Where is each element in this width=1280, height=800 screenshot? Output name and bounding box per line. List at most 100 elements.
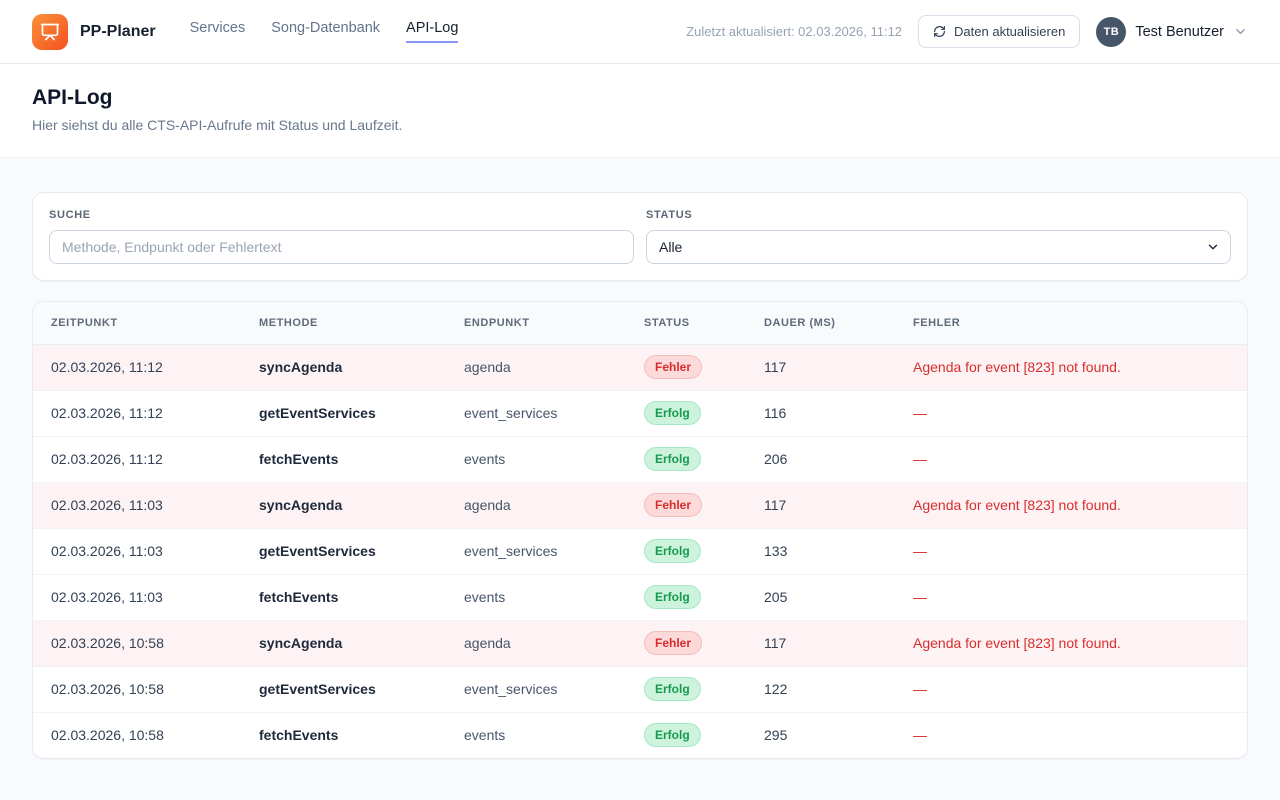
table-header-row: ZEITPUNKT METHODE ENDPUNKT STATUS DAUER (MS)… xyxy=(33,302,1247,345)
cell-error: — xyxy=(913,589,927,605)
cell-timestamp: 02.03.2026, 11:12 xyxy=(51,405,163,421)
main-nav: Services Song-Datenbank API-Log xyxy=(190,20,459,43)
cell-timestamp: 02.03.2026, 10:58 xyxy=(51,727,164,744)
topbar-right: Zuletzt aktualisiert: 02.03.2026, 11:12 … xyxy=(686,15,1248,48)
cell-method: fetchEvents xyxy=(259,589,339,605)
column-header: DAUER (MS) xyxy=(764,302,913,345)
status-select-wrap: Alle xyxy=(646,230,1231,264)
table-row: 02.03.2026, 11:12 fetchEvents events Erfolg… xyxy=(33,436,1247,482)
refresh-button-label: Daten aktualisieren xyxy=(954,24,1066,39)
page-subtitle: Hier siehst du alle CTS-API-Aufrufe mit … xyxy=(32,117,403,133)
status-badge: Fehler xyxy=(644,493,703,517)
cell-error: — xyxy=(913,727,927,744)
cell-error: — xyxy=(913,543,927,559)
cell-method: getEventServices xyxy=(259,681,376,697)
chevron-down-icon xyxy=(1233,24,1248,39)
table-row: 02.03.2026, 11:12 getEventServices event_s… xyxy=(33,390,1247,436)
cell-method: getEventServices xyxy=(259,543,376,559)
cell-duration: 122 xyxy=(764,681,788,697)
brand-name: PP-Planer xyxy=(80,22,156,40)
cell-timestamp: 02.03.2026, 11:03 xyxy=(51,543,163,559)
status-badge: Erfolg xyxy=(644,539,701,563)
avatar: TB xyxy=(1096,16,1127,47)
cell-status: Fehler xyxy=(644,482,764,528)
user-menu[interactable]: TB Test Benutzer xyxy=(1096,16,1248,47)
table-row: 02.03.2026, 11:03 getEventServices event_s… xyxy=(33,528,1247,574)
cell-duration: 117 xyxy=(764,635,787,651)
cell-method: fetchEvents xyxy=(259,451,339,467)
cell-method: syncAgenda xyxy=(259,359,343,375)
status-badge: Erfolg xyxy=(644,677,701,701)
refresh-icon xyxy=(933,25,946,38)
presentation-icon xyxy=(40,22,60,42)
cell-timestamp: 02.03.2026, 11:12 xyxy=(51,451,163,467)
cell-endpoint: events xyxy=(464,451,506,467)
nav-item-services[interactable]: Services xyxy=(189,20,246,36)
cell-duration: 117 xyxy=(764,497,787,513)
status-badge: Erfolg xyxy=(644,401,701,425)
cell-duration: 133 xyxy=(764,543,788,559)
page-title: API-Log xyxy=(32,86,113,109)
cell-endpoint: event_services xyxy=(464,405,558,421)
cell-endpoint: events xyxy=(464,727,506,744)
cell-method: getEventServices xyxy=(259,405,376,421)
search-label: SUCHE xyxy=(49,209,91,221)
table-head: ZEITPUNKT METHODE ENDPUNKT STATUS DAUER (MS)… xyxy=(33,302,1247,345)
cell-timestamp: 02.03.2026, 10:58 xyxy=(51,681,164,697)
cell-error: Agenda for event [823] not found. xyxy=(913,635,1121,651)
search-input[interactable] xyxy=(49,230,634,264)
refresh-data-button[interactable]: Daten aktualisieren xyxy=(918,15,1081,48)
column-header: ENDPUNKT xyxy=(464,302,644,345)
cell-status: Erfolg xyxy=(644,528,764,574)
cell-status: Fehler xyxy=(644,344,764,390)
cell-status: Erfolg xyxy=(644,712,764,758)
table-row: 02.03.2026, 11:12 syncAgenda agenda Fehler 1… xyxy=(33,344,1247,390)
column-header: METHODE xyxy=(259,302,464,345)
cell-duration: 206 xyxy=(764,451,788,467)
cell-endpoint: agenda xyxy=(464,635,511,651)
cell-method: fetchEvents xyxy=(259,727,339,744)
cell-timestamp: 02.03.2026, 11:03 xyxy=(51,497,163,513)
cell-duration: 117 xyxy=(764,359,787,375)
cell-endpoint: events xyxy=(464,589,506,605)
cell-error: Agenda for event [823] not found. xyxy=(913,359,1121,375)
cell-status: Erfolg xyxy=(644,436,764,482)
api-log-table-card: ZEITPUNKT METHODE ENDPUNKT STATUS DAUER (MS)… xyxy=(32,301,1248,759)
column-header: FEHLER xyxy=(913,302,1247,345)
cell-timestamp: 02.03.2026, 10:58 xyxy=(51,635,164,651)
cell-error: Agenda for event [823] not found. xyxy=(913,497,1121,513)
table-row: 02.03.2026, 10:58 syncAgenda agenda Fehler 1… xyxy=(33,620,1247,666)
table-row: 02.03.2026, 10:58 getEventServices event_s… xyxy=(33,666,1247,712)
cell-error: — xyxy=(913,451,927,467)
cell-status: Erfolg xyxy=(644,666,764,712)
top-navigation-bar: PP-Planer Services Song-Datenbank API-Log … xyxy=(0,0,1280,64)
cell-duration: 205 xyxy=(764,589,788,605)
user-name: Test Benutzer xyxy=(1135,23,1224,40)
table-row: 02.03.2026, 11:03 fetchEvents events Erfolg… xyxy=(33,574,1247,620)
cell-endpoint: event_services xyxy=(464,681,558,697)
cell-endpoint: event_services xyxy=(464,543,558,559)
nav-item-api-log[interactable]: API-Log xyxy=(406,20,459,43)
cell-error: — xyxy=(913,405,927,421)
cell-endpoint: agenda xyxy=(464,359,511,375)
cell-error: — xyxy=(913,681,927,697)
last-updated-text: Zuletzt aktualisiert: 02.03.2026, 11:12 xyxy=(686,24,903,39)
cell-method: syncAgenda xyxy=(259,497,343,513)
cell-timestamp: 02.03.2026, 11:12 xyxy=(51,359,163,375)
cell-method: syncAgenda xyxy=(259,635,343,651)
column-header: STATUS xyxy=(644,302,764,345)
column-header: ZEITPUNKT xyxy=(33,302,259,345)
cell-status: Erfolg xyxy=(644,574,764,620)
nav-item-song-datenbank[interactable]: Song-Datenbank xyxy=(271,20,381,36)
cell-endpoint: agenda xyxy=(464,497,511,513)
status-badge: Erfolg xyxy=(644,585,701,609)
page-header: API-Log Hier siehst du alle CTS-API-Aufr… xyxy=(0,64,1280,158)
status-select[interactable]: Alle xyxy=(646,230,1231,264)
app-logo xyxy=(32,13,68,50)
log-table-body: 02.03.2026, 11:12 syncAgenda agenda Fehler 1… xyxy=(33,344,1247,758)
search-field-group: SUCHE xyxy=(49,209,634,264)
table-row: 02.03.2026, 10:58 fetchEvents events Erfolg… xyxy=(33,712,1247,758)
cell-timestamp: 02.03.2026, 11:03 xyxy=(51,589,163,605)
filter-card: SUCHE STATUS Alle xyxy=(32,192,1248,281)
